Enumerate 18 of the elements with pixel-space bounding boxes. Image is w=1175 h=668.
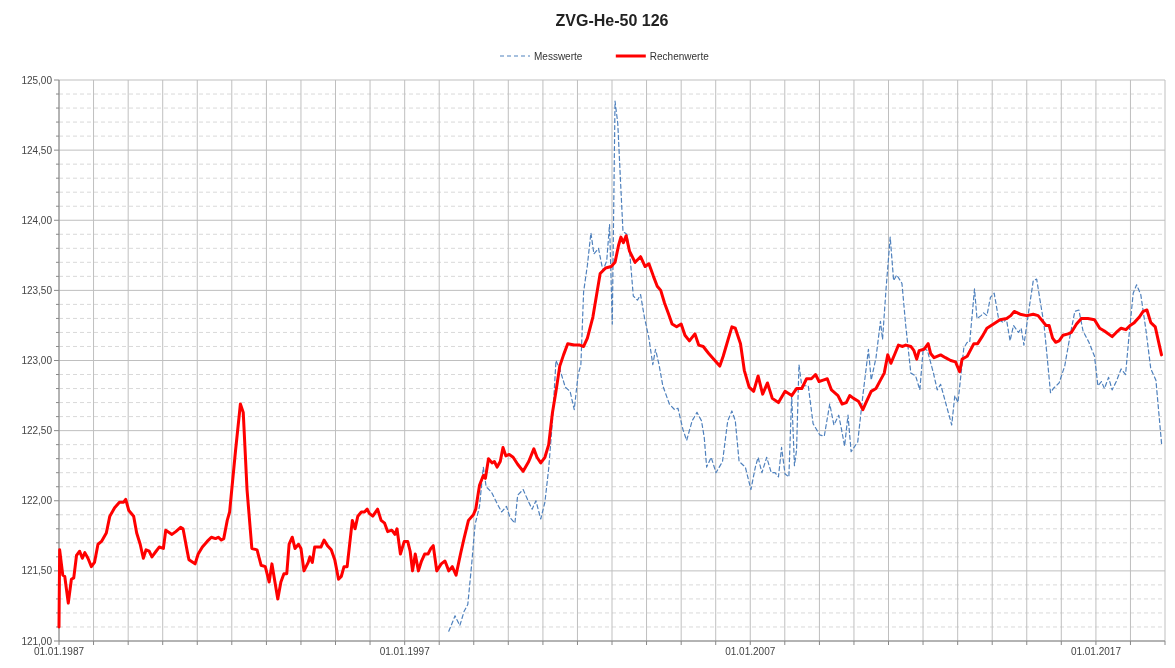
y-tick-label: 123,50	[21, 284, 53, 296]
legend-label: Messwerte	[534, 50, 583, 62]
y-tick-label: 123,00	[21, 355, 53, 366]
y-tick-label: 125,00	[21, 74, 53, 86]
y-tick-label: 124,00	[21, 214, 53, 226]
x-tick-label: 01.01.2007	[725, 646, 776, 657]
chart-title: ZVG-He-50 126	[555, 12, 669, 29]
y-tick-label: 122,50	[21, 425, 53, 437]
y-tick-label: 124,50	[21, 144, 53, 156]
y-tick-label: 121,50	[21, 565, 53, 577]
line-series	[448, 100, 1163, 632]
y-tick-label: 122,00	[21, 495, 53, 507]
legend-label: Rechenwerte	[649, 50, 710, 62]
x-tick-label: 01.01.1987	[33, 646, 85, 657]
x-tick-label: 01.01.2017	[1070, 646, 1122, 657]
y-tick-label: 121,00	[21, 635, 53, 647]
x-tick-label: 01.01.1997	[379, 646, 431, 657]
line-series	[57, 234, 1163, 629]
